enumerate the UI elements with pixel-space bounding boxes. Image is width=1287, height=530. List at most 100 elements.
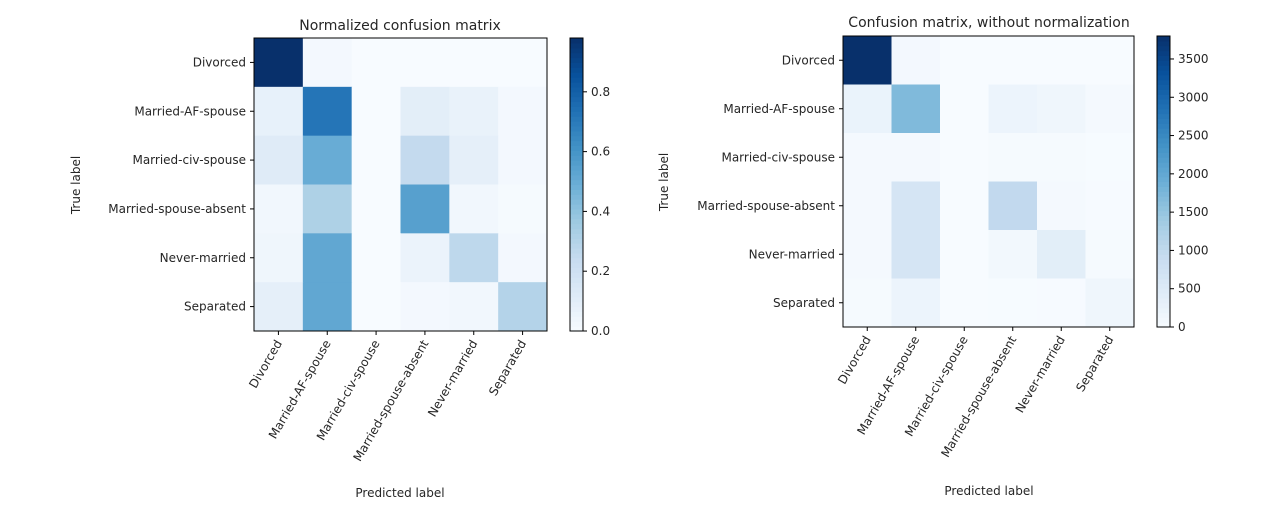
plot-frame — [253, 37, 548, 332]
colorbar-tick-label: 2500 — [1178, 129, 1209, 143]
colorbar: 0.0 0.2 0.4 0.6 0.8 — [569, 37, 610, 338]
colorbar-segment — [570, 116, 583, 122]
colorbar-segment — [1157, 268, 1170, 275]
y-tick-label: Married-spouse-absent — [108, 202, 246, 216]
x-tick-label: Separated — [1073, 334, 1116, 395]
colorbar-segment — [1157, 103, 1170, 110]
colorbar-segment — [570, 243, 583, 249]
colorbar-tick-label: 0 — [1178, 320, 1186, 334]
heatmap-cell — [400, 86, 450, 137]
y-tick-label: Married-AF-spouse — [134, 104, 246, 118]
heatmap-cell — [498, 38, 548, 88]
colorbar-segment — [1157, 171, 1170, 178]
colorbar-segment — [1157, 60, 1170, 66]
colorbar-segment — [1157, 230, 1170, 236]
colorbar-segment — [570, 77, 583, 83]
colorbar-segment — [1157, 166, 1170, 173]
colorbar-frame — [569, 37, 584, 332]
colorbar-segment — [1157, 307, 1170, 314]
colorbar-segment — [1157, 293, 1170, 299]
heatmap-cell — [254, 135, 304, 185]
colorbar-segment — [570, 267, 583, 273]
colorbar-tick-label: 1500 — [1178, 205, 1209, 219]
colorbar-segment — [570, 204, 583, 210]
colorbar-frame — [1156, 35, 1171, 328]
heatmap-cell — [988, 181, 1038, 231]
colorbar-segment — [570, 106, 583, 112]
colorbar-segment — [570, 208, 583, 215]
colorbar-segment — [570, 213, 583, 220]
heatmap-cell — [1037, 181, 1086, 231]
colorbar-segment — [1157, 196, 1170, 202]
colorbar-segment — [1157, 263, 1170, 270]
colorbar-tick-label: 1000 — [1178, 243, 1209, 257]
colorbar-segment — [570, 135, 583, 142]
heatmap-cell — [940, 181, 989, 231]
y-tick-label: Never-married — [160, 251, 246, 265]
colorbar-segment — [1157, 40, 1170, 47]
colorbar-segment — [570, 155, 583, 161]
x-axis-label: Predicted label — [944, 484, 1033, 498]
colorbar-segment — [1157, 200, 1170, 207]
heatmap-cell — [351, 38, 401, 88]
heatmap-cell — [891, 230, 941, 279]
colorbar-segment — [1157, 244, 1170, 250]
colorbar-segment — [1157, 94, 1170, 100]
heatmap-cell — [351, 233, 401, 283]
y-tick-labels: Divorced Married-AF-spouse Married-civ-spo… — [108, 55, 254, 314]
colorbar-segment — [570, 257, 583, 264]
colorbar-segment — [1157, 283, 1170, 289]
heatmap-cell — [1037, 230, 1086, 279]
heatmap-cell — [891, 181, 941, 231]
heatmap-cell — [351, 282, 401, 332]
colorbar-segment — [1157, 147, 1170, 153]
chart-title: Confusion matrix, without normalization — [848, 15, 1129, 31]
y-tick-label: Married-civ-spouse — [721, 150, 835, 164]
colorbar-tick-label: 0.8 — [591, 85, 610, 99]
heatmap-cell — [351, 184, 401, 234]
colorbar-segment — [1157, 234, 1170, 241]
x-tick-label: Never-married — [1013, 334, 1068, 416]
heatmap-cell — [1085, 230, 1135, 279]
colorbar-segment — [570, 111, 583, 117]
colorbar-segment — [1157, 297, 1170, 304]
colorbar-segment — [1157, 152, 1170, 158]
heatmap-cell — [843, 230, 892, 279]
colorbar-segment — [1157, 205, 1170, 212]
heatmap-cell — [351, 135, 401, 185]
colorbar-segment — [570, 287, 583, 293]
colorbar-segment — [1157, 191, 1170, 197]
heatmap-cells — [254, 38, 548, 332]
heatmap-cell — [988, 230, 1038, 279]
colorbar-segment — [1157, 89, 1170, 95]
colorbar-segment — [1157, 45, 1170, 52]
colorbar-tick-label: 0.4 — [591, 204, 610, 218]
heatmap-cell — [449, 184, 499, 234]
colorbar-segment — [570, 91, 583, 98]
normalized-confusion-matrix-panel: Normalized confusion matrix Divorced Marr… — [69, 18, 610, 500]
heatmap-cell — [449, 38, 499, 88]
heatmap-cell — [988, 84, 1038, 134]
colorbar-segment — [570, 86, 583, 93]
heatmap-cell — [1085, 36, 1135, 85]
y-tick-label: Separated — [773, 296, 835, 310]
colorbar-tick-label: 3500 — [1178, 52, 1209, 66]
colorbar-segment — [570, 57, 583, 64]
chart-title: Normalized confusion matrix — [299, 18, 501, 34]
heatmap-cell — [351, 86, 401, 137]
colorbar-segment — [570, 140, 583, 147]
heatmap-cell — [498, 233, 548, 283]
colorbar-segment — [570, 81, 583, 88]
colorbar-segment — [570, 145, 583, 151]
colorbar-segment — [1157, 317, 1170, 323]
heatmap-cell — [843, 278, 892, 328]
colorbar-segment — [570, 150, 583, 156]
colorbar-segment — [570, 262, 583, 269]
colorbar-segment — [1157, 74, 1170, 81]
x-tick-labels: DivorcedMarried-AF-spouseMarried-civ-spo… — [835, 327, 1116, 460]
heatmap-cell — [940, 230, 989, 279]
colorbar-segment — [1157, 118, 1170, 124]
y-axis-label: True label — [69, 156, 83, 215]
x-tick-labels: DivorcedMarried-AF-spouseMarried-civ-spo… — [246, 331, 529, 464]
heatmap-cell — [400, 282, 450, 332]
